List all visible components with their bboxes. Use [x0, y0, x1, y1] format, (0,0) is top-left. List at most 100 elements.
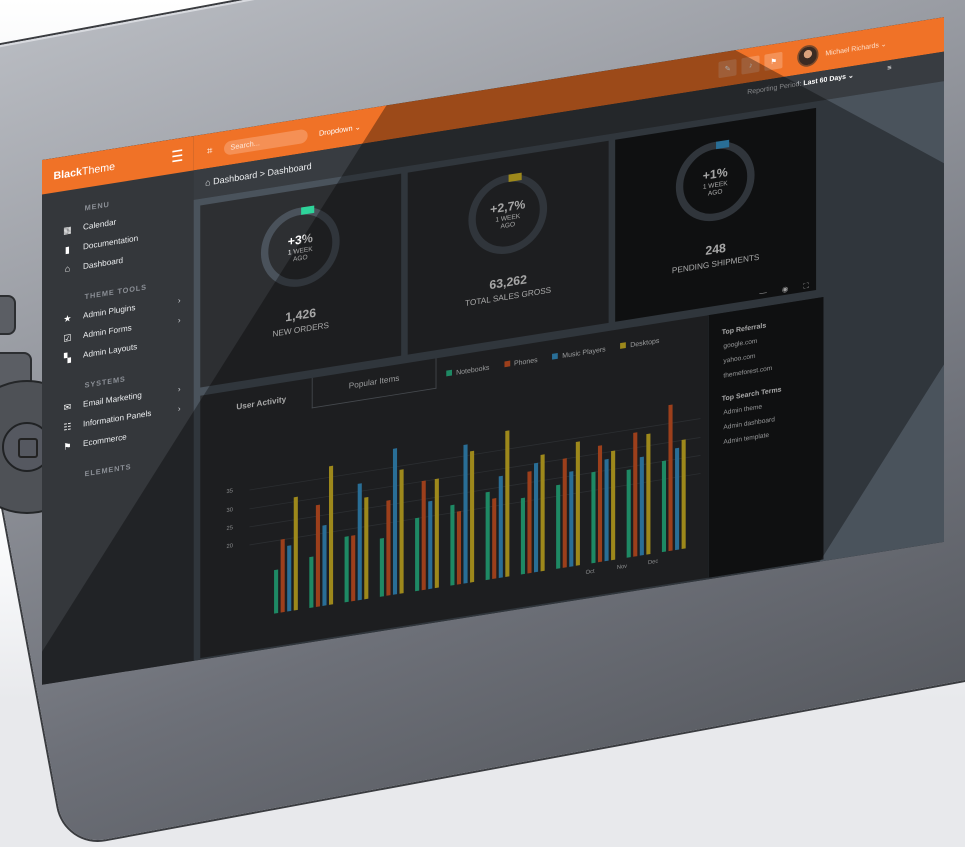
bar[interactable]	[639, 456, 644, 556]
legend-item[interactable]: Music Players	[552, 345, 606, 362]
bar[interactable]	[415, 517, 420, 592]
bar[interactable]	[379, 537, 384, 597]
calendar-icon: ▦	[63, 224, 72, 236]
bar[interactable]	[527, 470, 532, 574]
legend-item[interactable]: Phones	[504, 355, 538, 369]
home-icon: ⌂	[64, 263, 71, 275]
star-icon: ★	[63, 313, 72, 325]
bar[interactable]	[392, 448, 398, 595]
envelope-icon: ✉	[63, 401, 72, 413]
chevron-right-icon: ›	[177, 404, 181, 414]
bar[interactable]	[562, 457, 567, 568]
bar[interactable]	[597, 445, 603, 563]
bar[interactable]	[322, 525, 327, 606]
legend-swatch	[552, 352, 559, 360]
bar[interactable]	[456, 511, 462, 585]
bar[interactable]	[668, 404, 673, 552]
hardware-button-1	[0, 295, 16, 335]
bar[interactable]	[421, 480, 426, 591]
legend-swatch	[446, 369, 452, 377]
book-icon: ▮	[64, 244, 70, 256]
bar[interactable]	[591, 471, 596, 564]
legend-item[interactable]: Notebooks	[446, 363, 489, 378]
avatar[interactable]	[797, 43, 819, 69]
bar[interactable]	[485, 491, 490, 581]
bar[interactable]	[505, 430, 510, 577]
brand-logo[interactable]: BlackTheme	[53, 159, 116, 182]
chevron-right-icon: ›	[177, 295, 181, 306]
bar[interactable]	[315, 504, 320, 607]
chevron-right-icon: ›	[177, 384, 181, 394]
stats-side-panel: Top Referrals google.com yahoo.com theme…	[707, 296, 824, 578]
bar-area	[274, 398, 700, 614]
bar[interactable]	[520, 497, 525, 575]
bar[interactable]	[280, 539, 285, 613]
layout-icon: ▚	[63, 352, 71, 364]
sitemap-icon: ☷	[63, 421, 72, 433]
bar[interactable]	[498, 475, 503, 579]
x-tick-label: Oct	[585, 568, 595, 576]
us-flag-icon: ⚑	[770, 56, 778, 66]
wand-icon: ✎	[724, 63, 731, 73]
stat-card-total-sales: +2,7% 1 WEEK AGO 63,262 TOTAL SALES GROSS	[407, 140, 609, 355]
bar[interactable]	[364, 496, 369, 600]
bar[interactable]	[611, 450, 616, 561]
bar[interactable]	[344, 536, 349, 603]
home-icon[interactable]: ⌂	[205, 177, 214, 189]
bar[interactable]	[604, 458, 609, 562]
bar[interactable]	[575, 441, 580, 566]
bar[interactable]	[309, 556, 314, 609]
bar[interactable]	[287, 545, 292, 612]
legend-item[interactable]: Desktops	[620, 336, 659, 350]
sidebar-item-label: Admin Forms	[83, 323, 132, 341]
x-tick-label: Nov	[616, 563, 628, 571]
bar[interactable]	[556, 484, 561, 569]
bar[interactable]	[633, 432, 638, 557]
bar[interactable]	[399, 469, 404, 594]
bar[interactable]	[434, 478, 439, 589]
progress-segment	[508, 172, 522, 183]
bar[interactable]	[626, 469, 631, 558]
y-tick-label: 20	[226, 543, 233, 550]
notifications-button[interactable]: ♪	[741, 55, 760, 75]
bar[interactable]	[661, 460, 667, 553]
language-button[interactable]: ⚑	[764, 51, 783, 71]
bar[interactable]	[351, 535, 356, 602]
sidebar-item-label: Calendar	[83, 217, 117, 232]
legend-swatch	[620, 342, 627, 349]
y-tick-label: 25	[226, 524, 233, 532]
bar[interactable]	[463, 444, 468, 584]
sidebar-item-label: Dashboard	[83, 255, 124, 272]
progress-segment	[301, 205, 315, 215]
bar[interactable]	[646, 433, 651, 555]
chevron-right-icon: ›	[177, 315, 181, 326]
bar[interactable]	[274, 569, 279, 614]
menu-icon[interactable]: ≡	[887, 63, 892, 73]
y-tick-label: 35	[226, 488, 233, 496]
bar[interactable]	[428, 501, 433, 590]
bar[interactable]	[329, 465, 334, 605]
bar[interactable]	[681, 439, 686, 550]
expand-icon[interactable]: ⌗	[206, 144, 213, 157]
progress-segment	[716, 139, 730, 150]
bar[interactable]	[293, 496, 298, 611]
bar[interactable]	[534, 462, 539, 573]
checkbox-icon: ☑	[63, 332, 72, 344]
search-input[interactable]: Search...	[223, 128, 308, 156]
bar[interactable]	[492, 498, 497, 580]
sidebar-item-label: Ecommerce	[83, 432, 127, 449]
tags-icon: ⚑	[63, 441, 72, 453]
bar[interactable]	[386, 500, 391, 596]
bar[interactable]	[540, 454, 545, 572]
dropdown-menu[interactable]: Dropdown ⌄	[318, 122, 361, 138]
bar[interactable]	[470, 450, 475, 583]
wand-button[interactable]: ✎	[718, 58, 737, 79]
bar[interactable]	[450, 504, 455, 586]
bar[interactable]	[357, 483, 362, 601]
panel-title: User Activity	[236, 395, 287, 413]
bar[interactable]	[569, 471, 574, 567]
hamburger-icon[interactable]	[172, 149, 183, 163]
user-menu[interactable]: Michael Richards ⌄	[825, 38, 887, 57]
legend-swatch	[504, 360, 510, 368]
bar[interactable]	[675, 447, 680, 551]
